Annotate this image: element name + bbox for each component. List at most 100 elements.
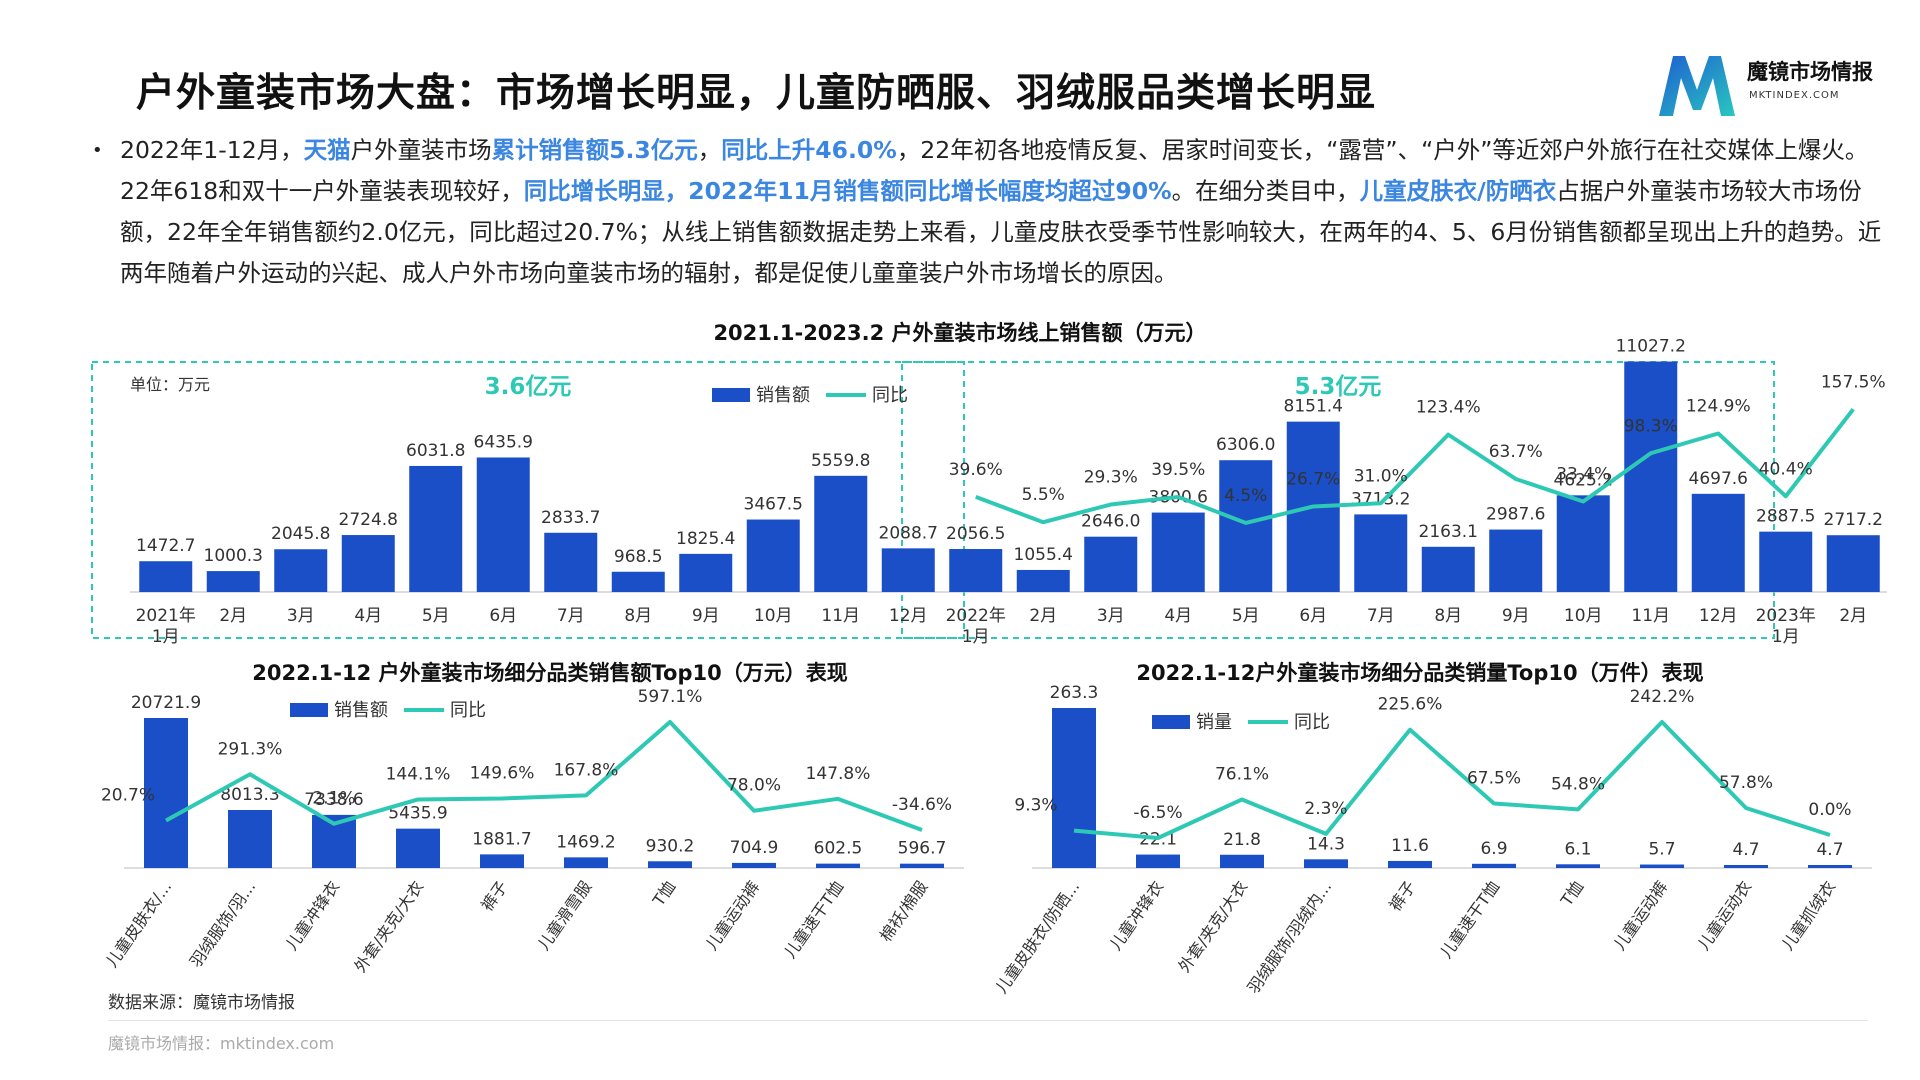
bar-value-label: 263.3 [1050,683,1099,703]
bar-value-label: 2724.8 [339,510,398,530]
sales-bar [409,465,463,592]
x-tick-label: 10月 [754,606,793,626]
x-tick-label: 4月 [354,606,382,626]
highlight-text: 同比上升46.0% [721,136,897,164]
category-tick-label: 儿童抓绒衣 [1778,877,1839,953]
sales-bar [544,532,598,592]
category-bar [1388,860,1432,868]
yoy-label: 26.7% [1286,469,1340,489]
footer-divider [108,1020,1868,1021]
summary-segment: 。在细分类目中， [1171,177,1360,205]
bar-value-label: 6031.8 [406,441,465,461]
bar-value-label: 5.7 [1648,840,1675,860]
yoy-label: 40.4% [1759,459,1813,479]
chart-title: 2021.1-2023.2 户外童装市场线上销售额（万元） [713,321,1206,345]
x-tick-label: 2月 [219,606,247,626]
category-bar [816,863,860,868]
bar-value-label: 11.6 [1391,836,1429,856]
category-bar [1052,708,1096,868]
yoy-label: 54.8% [1551,774,1605,794]
category-tick-label: T恤 [648,877,679,910]
x-tick-label: 4月 [1164,606,1192,626]
x-tick-label: 2021年 [136,606,196,626]
highlight-text: 儿童皮肤衣/防晒衣 [1359,177,1557,205]
bar-value-label: 8151.4 [1284,397,1343,417]
bullet-dot: • [92,140,103,161]
yoy-line [165,720,923,832]
x-tick-label: 2月 [1029,606,1057,626]
yoy-label: 78.0% [727,776,781,796]
x-tick-label: 3月 [287,606,315,626]
bar-value-label: 3467.5 [744,495,803,515]
bar-value-label: 2088.7 [879,523,938,543]
bar-value-label: 2045.8 [271,524,330,544]
yoy-label: -6.5% [1133,803,1182,823]
brand-logo: 魔镜市场情报 MKTINDEX.COM [1655,50,1885,120]
bar-value-label: 2646.0 [1081,512,1140,532]
chart-title: 2022.1-12 户外童装市场细分品类销售额Top10（万元）表现 [252,661,848,685]
sales-bar [814,475,868,592]
highlight-text: 累计销售额5.3亿元 [491,136,698,164]
yoy-label: 98.3% [1624,416,1678,436]
logo-m-icon [1659,56,1735,116]
category-bar [144,718,188,868]
x-tick-label: 11月 [821,606,860,626]
sales-bar [949,549,1003,592]
summary-paragraph: • 2022年1-12月，天猫户外童装市场累计销售额5.3亿元，同比上升46.0… [92,130,1882,294]
yoy-label: -34.6% [892,795,952,815]
category-bar [732,862,776,868]
yoy-label: 76.1% [1215,764,1269,784]
category-tick-label: 羽绒服饰/羽... [186,877,259,970]
category-bar [228,809,272,868]
bar-value-label: 2833.7 [541,508,600,528]
x-tick-label: 6月 [1299,606,1327,626]
category-tick-label: 羽绒服饰/羽绒内... [1244,877,1336,997]
bar-value-label: 20721.9 [131,693,201,713]
sales-bar [679,553,733,592]
yoy-label: 39.6% [949,460,1003,480]
bar-value-label: 1469.2 [556,832,615,852]
yoy-label: 124.9% [1686,397,1751,417]
legend-bar-swatch [290,703,328,717]
bar-value-label: 4.7 [1816,840,1843,860]
bar-value-label: 6.1 [1564,839,1591,859]
x-tick-label: 3月 [1097,606,1125,626]
yoy-label: 33.4% [1556,464,1610,484]
yoy-label: 5.5% [1022,485,1065,505]
x-tick-label: 2022年 [946,606,1006,626]
summary-segment: ， [697,136,722,164]
yoy-label: 67.5% [1467,768,1521,788]
category-tick-label: 外套/夹克/大衣 [350,877,427,975]
bar-value-label: 602.5 [814,839,863,859]
category-tick-label: 儿童滑雪服 [534,877,595,953]
bar-value-label: 6435.9 [474,432,533,452]
x-tick-label: 8月 [624,606,652,626]
category-bar [900,863,944,868]
sales-bar [1624,361,1678,592]
sales-bar [206,571,260,592]
bar-value-label: 21.8 [1223,830,1261,850]
category-tick-label: 儿童皮肤衣/防晒... [992,877,1084,997]
sales-bar [1556,495,1610,592]
x-tick-label: 1月 [152,627,180,647]
category-tick-label: 儿童速干T恤 [780,877,847,961]
sales-bar [1826,535,1880,592]
yoy-label: 149.6% [470,764,535,784]
category-tick-label: 儿童皮肤衣/... [102,877,175,970]
bar-value-label: 5559.8 [811,451,870,471]
bar-value-label: 2717.2 [1824,510,1883,530]
category-bar [648,861,692,868]
bar-value-label: 6.9 [1480,839,1507,859]
yoy-label: 225.6% [1378,695,1443,715]
category-tick-label: 裤子 [1385,877,1419,914]
x-tick-label: 2023年 [1756,606,1816,626]
period-box [91,361,965,639]
category-bar [1556,864,1600,868]
category-bar [1472,863,1516,868]
logo-url: MKTINDEX.COM [1749,90,1840,101]
bar-value-label: 2987.6 [1486,505,1545,525]
category-tick-label: 裤子 [477,877,511,914]
bar-value-label: 930.2 [646,836,695,856]
category-bar [564,857,608,868]
